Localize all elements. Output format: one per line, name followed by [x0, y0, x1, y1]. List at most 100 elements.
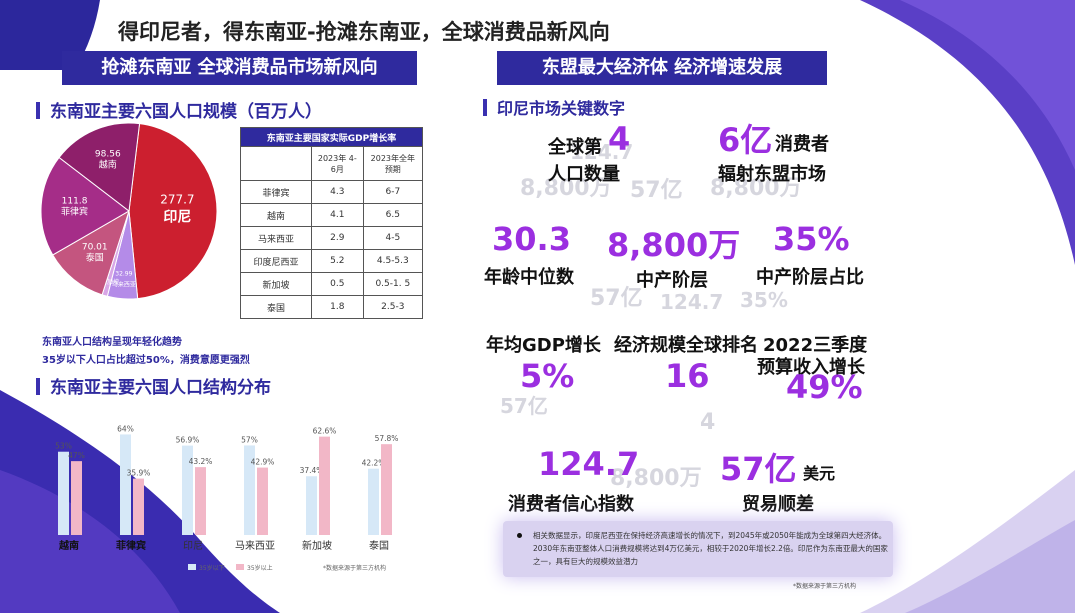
stat-gdp-growth-label: 年均GDP增长: [486, 335, 601, 356]
section-bar-icon: [36, 102, 40, 119]
bar-value-label: 53%: [55, 442, 72, 451]
left-section-header: 抢滩东南亚 全球消费品市场新风向: [62, 51, 417, 85]
stat-middle-class-share-number: 35%: [773, 220, 850, 258]
pie-name-label: 越南: [99, 159, 117, 171]
trend-note: 东南亚人口结构呈现年轻化趋势: [42, 337, 182, 348]
table-row: 越南 4.1 6.5: [240, 203, 424, 227]
right-section-header: 东盟最大经济体 经济增速发展: [497, 51, 827, 85]
category-label: 菲律宾: [116, 539, 146, 552]
section-bar-icon: [483, 99, 487, 116]
population-section-title: 东南亚主要六国人口规模（百万人）: [36, 97, 322, 122]
stat-trade-surplus-label: 贸易顺差: [742, 494, 814, 515]
pie-name-label: 菲律宾: [61, 205, 88, 217]
section-bar-icon: [36, 378, 40, 395]
bar-value-label: 62.6%: [313, 427, 337, 436]
bar-菲律宾-35岁以下: [120, 434, 131, 535]
gdp-table-caption: 东南亚主要国家实际GDP增长率: [240, 127, 423, 147]
category-label: 泰国: [369, 539, 389, 552]
stat-rank-label-a: 全球第: [548, 137, 602, 158]
stat-consumers-label-a: 消费者: [775, 134, 829, 155]
stat-ranking-number: 16: [665, 357, 710, 395]
stat-budget-label-b: 预算收入增长: [757, 357, 865, 378]
population-structure-bar-chart: 53%47% 越南 64% 35.9% 菲律宾 56.9% 43.2% 印尼 57% 42.9% 马…: [55, 424, 399, 572]
ghost-number-cloud: 8,800万 57亿 8,800万 124.7 57亿 124.7 35% 57…: [500, 140, 802, 491]
bar-value-label: 57.8%: [375, 434, 399, 443]
stat-confidence-label: 消费者信心指数: [508, 494, 634, 515]
legend-swatch: [188, 564, 196, 570]
stat-rank-label-b: 人口数量: [548, 164, 620, 185]
bar-新加坡-35岁以上: [319, 436, 330, 535]
table-row: 印度尼西亚 5.2 4.5-5.3: [240, 249, 424, 273]
bar-泰国-35岁以上: [381, 444, 392, 535]
bar-value-label: 43.2%: [189, 457, 213, 466]
bar-新加坡-35岁以下: [306, 476, 317, 535]
indonesia-section-title: 印尼市场关键数字: [483, 95, 625, 119]
chart-source-note: *数据来源于第三方机构: [323, 564, 386, 572]
pie-value-label: 98.56: [95, 150, 121, 160]
stat-budget-label-a: 2022三季度: [763, 335, 868, 356]
table-row: 新加坡 0.5 0.5-1. 5: [240, 272, 424, 296]
stat-trade-surplus-unit: 美元: [803, 464, 836, 483]
pie-slice-0: [128, 123, 218, 300]
stat-trade-surplus-number: 57亿: [720, 450, 797, 488]
bar-马来西亚-35岁以上: [257, 467, 268, 535]
pie-slice-4: [40, 156, 130, 256]
page-title: 得印尼者，得东南亚-抢滩东南亚，全球消费品新风向: [118, 20, 610, 44]
gdp-header-full-year: 2023年全年 预期: [362, 146, 424, 181]
pie-name-label: 印尼: [163, 209, 191, 226]
bottom-note-text: 相关数据显示，印度尼西亚在保持经济高速增长的情况下，到2045年或2050年能成…: [533, 531, 888, 566]
bar-印尼-35岁以上: [195, 467, 206, 535]
stat-consumers-label-b: 辐射东盟市场: [718, 164, 826, 185]
bar-value-label: 47%: [68, 451, 85, 460]
table-row: 菲律宾 4.3 6-7: [240, 180, 424, 204]
pie-value-label: 277.7: [160, 193, 194, 207]
pie-name-label: 泰国: [86, 251, 104, 263]
bar-越南-35岁以下: [58, 451, 69, 535]
pie-value-label: 111.8: [62, 196, 88, 206]
stat-middle-class-label: 中产阶层: [636, 270, 708, 291]
category-label: 越南: [58, 539, 79, 552]
category-label: 马来西亚: [235, 540, 275, 552]
legend-label: 35岁以上: [247, 564, 273, 572]
gdp-header-blank: [240, 146, 312, 181]
pie-value-label: 70.01: [82, 242, 108, 252]
bar-印尼-35岁以下: [182, 445, 193, 535]
stat-ranking-label: 经济规模全球排名: [614, 335, 758, 356]
bar-value-label: 42.2%: [362, 459, 386, 468]
stat-confidence-number: 124.7: [538, 445, 640, 483]
bar-value-label: 57%: [241, 435, 258, 444]
pie-slice-3: [52, 209, 130, 296]
table-row: 泰国 1.8 2.5-3: [240, 295, 424, 319]
stat-consumers-number: 6亿: [718, 121, 773, 159]
structure-section-title: 东南亚主要六国人口结构分布: [36, 373, 271, 398]
stat-middle-class-share-label: 中产阶层占比: [756, 267, 864, 288]
stat-middle-class-number: 8,800万: [607, 226, 741, 264]
bar-value-label: 56.9%: [176, 436, 200, 445]
pie-name-label: 新加坡: [101, 278, 119, 286]
right-source-note: *数据来源于第三方机构: [793, 583, 857, 590]
bar-value-label: 64%: [117, 424, 134, 433]
stat-budget-number: 49%: [786, 368, 863, 406]
pie-slice-5: [58, 122, 141, 212]
bar-value-label: 37.4%: [300, 466, 324, 475]
gdp-header-q2: 2023年 4-6月: [311, 146, 364, 181]
legend-label: 35岁以下: [199, 564, 225, 572]
stat-median-age-number: 30.3: [492, 220, 571, 258]
bar-泰国-35岁以下: [368, 468, 379, 535]
legend-swatch: [236, 564, 244, 570]
bar-value-label: 42.9%: [251, 458, 275, 467]
pie-value-label: 32.99: [115, 270, 132, 277]
bottom-note-box: 相关数据显示，印度尼西亚在保持经济高速增长的情况下，到2045年或2050年能成…: [503, 521, 893, 577]
bar-菲律宾-35岁以上: [133, 478, 144, 535]
bar-马来西亚-35岁以下: [244, 445, 255, 535]
bar-value-label: 35.9%: [127, 469, 151, 478]
bar-越南-35岁以上: [71, 461, 82, 535]
bullet-icon: [517, 533, 522, 538]
age-note: 35岁以下人口占比超过50%，消费意愿更强烈: [42, 355, 250, 366]
stat-median-age-label: 年龄中位数: [484, 267, 574, 288]
pie-name-label: 马来西亚: [112, 280, 136, 288]
category-label: 新加坡: [302, 539, 332, 552]
gdp-growth-table: 东南亚主要国家实际GDP增长率 2023年 4-6月 2023年全年 预期 菲律…: [240, 127, 424, 319]
stat-rank-number: 4: [608, 120, 631, 158]
